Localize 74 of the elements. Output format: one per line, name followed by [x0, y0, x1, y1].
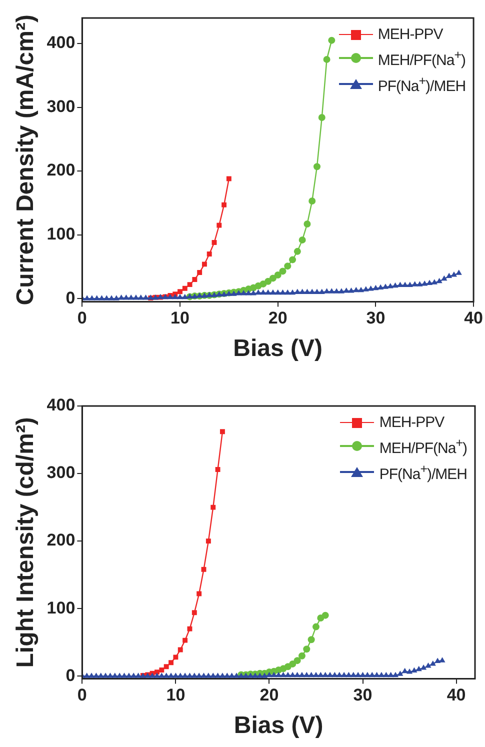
point — [222, 202, 227, 208]
y-tick-label: 400 — [46, 33, 76, 52]
point — [201, 566, 206, 572]
point — [173, 654, 178, 660]
legend-label: MEH/PF(Na$^{+}$) — [378, 47, 466, 71]
y-tick-label: 200 — [46, 160, 76, 180]
y-axis-title: Current Density (mA/cm²) — [12, 14, 40, 306]
legend-label: PF(Na$^{+}$)/MEH — [379, 461, 467, 485]
point — [312, 623, 320, 630]
point — [269, 274, 276, 282]
x-tick-label: 20 — [268, 308, 288, 328]
point — [178, 289, 182, 294]
legend-label: MEH-PPV — [379, 413, 444, 433]
point — [159, 668, 164, 672]
x-tick-label: 10 — [166, 686, 186, 705]
point — [202, 262, 207, 267]
x-tick-label: 40 — [446, 686, 466, 705]
point — [178, 647, 183, 652]
point — [304, 220, 311, 228]
legend-label: PF(Na$^{+}$)/MEH — [378, 73, 466, 97]
point — [210, 504, 216, 510]
point — [197, 270, 202, 275]
y-axis-title: Light Intensity (cd/m²) — [12, 417, 40, 668]
point — [323, 56, 330, 63]
x-tick-label: 30 — [366, 308, 386, 328]
point — [294, 657, 301, 664]
point — [328, 36, 336, 44]
point — [168, 660, 174, 666]
point — [215, 467, 220, 472]
x-tick-label: 10 — [170, 308, 190, 328]
point — [226, 176, 232, 182]
point — [274, 272, 282, 279]
point — [192, 277, 198, 282]
point — [289, 256, 296, 264]
x-axis-title: Bias (V) — [234, 712, 324, 740]
point — [289, 660, 296, 668]
point — [298, 236, 306, 244]
y-tick-label: 100 — [46, 598, 76, 618]
y-tick-label: 200 — [46, 530, 76, 550]
point — [284, 262, 292, 270]
point — [220, 429, 225, 434]
y-tick-label: 0 — [66, 666, 76, 685]
point — [192, 610, 197, 616]
point — [206, 251, 212, 256]
point — [303, 646, 310, 653]
point — [318, 114, 326, 121]
point — [212, 240, 217, 245]
point — [322, 612, 329, 619]
point — [206, 538, 211, 544]
point — [308, 636, 315, 644]
point — [313, 163, 320, 170]
point — [279, 268, 286, 275]
x-tick-label: 30 — [353, 686, 372, 705]
y-tick-label: 300 — [46, 96, 76, 116]
point — [196, 591, 202, 596]
x-tick-label: 20 — [260, 686, 279, 705]
point — [187, 626, 192, 632]
x-tick-label: 40 — [464, 308, 484, 328]
x-axis-title: Bias (V) — [233, 335, 323, 362]
point — [187, 282, 192, 288]
legend-label: MEH-PPV — [378, 25, 443, 45]
point — [264, 278, 272, 285]
y-tick-label: 100 — [46, 224, 76, 244]
point — [298, 652, 306, 660]
y-tick-label: 300 — [46, 463, 76, 482]
point — [294, 248, 301, 255]
y-tick-label: 400 — [46, 396, 76, 415]
point — [182, 286, 188, 291]
point — [182, 638, 188, 643]
point — [164, 664, 169, 670]
y-tick-label: 0 — [66, 288, 76, 308]
point — [216, 222, 222, 228]
legend-label: MEH/PF(Na$^{+}$) — [379, 435, 467, 459]
point — [308, 198, 316, 205]
